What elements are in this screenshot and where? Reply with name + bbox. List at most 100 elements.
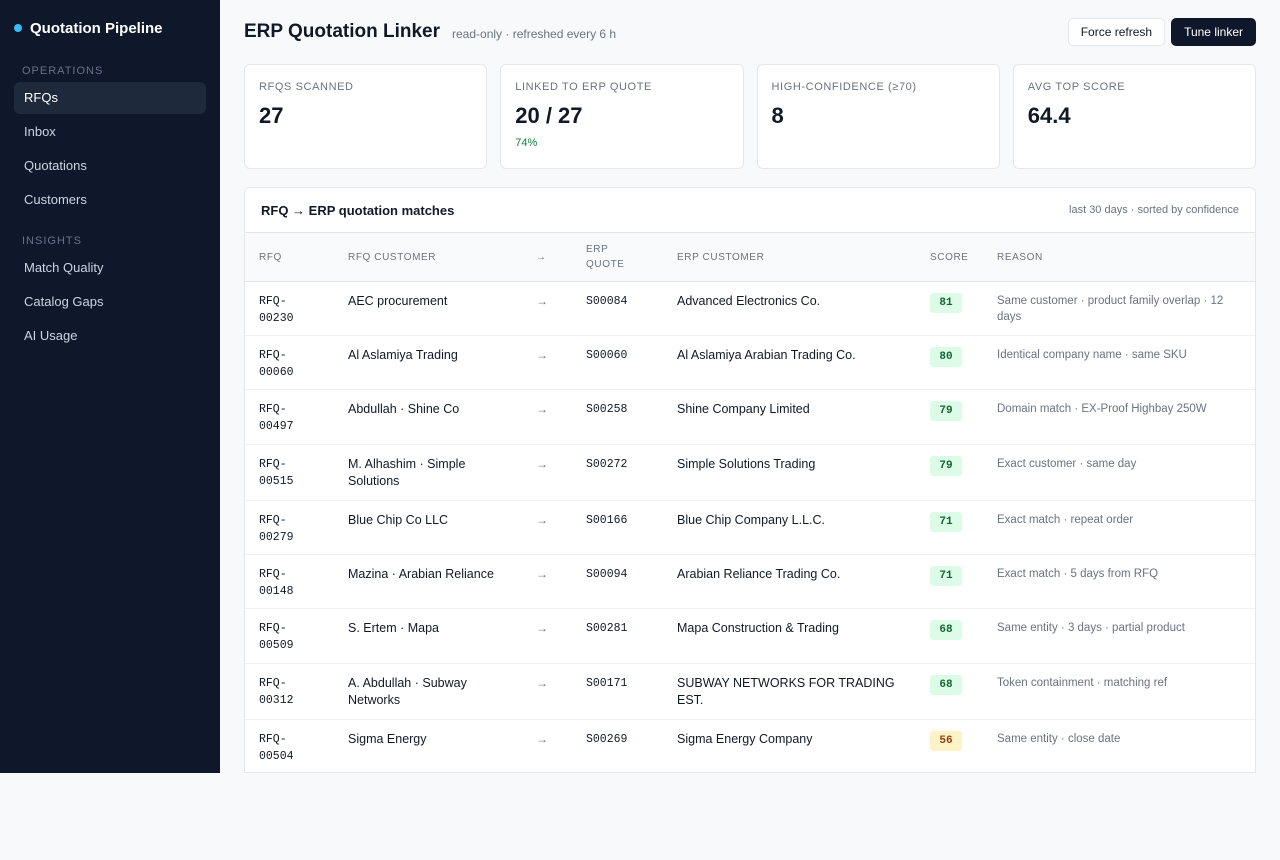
kpi-card-high-confidence: HIGH-CONFIDENCE (≥70) 8 [756,64,1000,169]
cell-rfq-customer: Al Aslamiya Trading [334,335,522,390]
cell-score: 81 [916,281,983,336]
page-header: ERP Quotation Linker read-only · refresh… [244,0,1256,64]
brand-title: Quotation Pipeline [30,19,163,37]
cell-rfq-id: RFQ-00230 [245,281,334,336]
cell-erp-customer: Simple Solutions Trading [663,444,916,501]
cell-erp-quote: S00281 [572,608,663,664]
arrow-icon: → [522,500,572,555]
matches-table: RFQ RFQ CUSTOMER → ERP QUOTE ERP CUSTOME… [245,232,1255,772]
cell-rfq-customer: S. Ertem · Mapa [334,608,522,664]
arrow-icon: → [522,608,572,664]
kpi-note: 74% [515,137,538,149]
cell-reason: Same customer · product family overlap ·… [983,281,1255,336]
panel-meta: last 30 days · sorted by confidence [1069,204,1239,216]
arrow-icon: → [522,335,572,390]
cell-rfq-customer: M. Alhashim · Simple Solutions [334,444,522,501]
cell-erp-customer: Arabian Reliance Trading Co. [663,554,916,609]
table-row[interactable]: RFQ-00148 Mazina · Arabian Reliance → S0009… [245,554,1255,609]
table-row[interactable]: RFQ-00509 S. Ertem · Mapa → S00281 Mapa Cons… [245,608,1255,664]
cell-reason: Identical company name · same SKU [983,335,1255,390]
cell-rfq-customer: Abdullah · Shine Co [334,389,522,445]
arrow-icon: → [522,554,572,609]
sidebar-item-rfqs[interactable]: RFQs [14,82,206,114]
page-subtitle: read-only · refreshed every 6 h [452,26,617,41]
kpi-card-linked: LINKED TO ERP QUOTE 20 / 27 74% [500,64,744,169]
cell-erp-customer: Advanced Electronics Co. [663,281,916,336]
column-header-erp-quote[interactable]: ERP QUOTE [572,232,663,282]
table-body: RFQ-00230 AEC procurement → S00084 Advanced … [245,281,1255,772]
main-content: ERP Quotation Linker read-only · refresh… [244,0,1256,773]
cell-erp-quote: S00166 [572,500,663,555]
cell-score: 79 [916,389,983,445]
cell-reason: Exact match · repeat order [983,500,1255,555]
kpi-card-avg-top-score: AVG TOP SCORE 64.4 [1012,64,1256,169]
cell-erp-customer: Shine Company Limited [663,389,916,445]
cell-erp-quote: S00171 [572,663,663,720]
cell-erp-quote: S00060 [572,335,663,390]
cell-erp-quote: S00094 [572,554,663,609]
panel-header: RFQ → ERP quotation matches last 30 days… [245,188,1255,232]
sidebar-item-inbox[interactable]: Inbox [24,124,56,139]
kpi-value: 8 [771,103,784,128]
page-title: ERP Quotation Linker [244,21,441,42]
sidebar-item-customers[interactable]: Customers [24,192,87,207]
sidebar-item-match-quality[interactable]: Match Quality [24,260,104,275]
panel-title: RFQ → ERP quotation matches [261,202,455,218]
cell-rfq-customer: Blue Chip Co LLC [334,500,522,555]
matches-panel: RFQ → ERP quotation matches last 30 days… [244,187,1256,773]
table-row[interactable]: RFQ-00497 Abdullah · Shine Co → S00258 Shine… [245,389,1255,445]
table-row[interactable]: RFQ-00060 Al Aslamiya Trading → S00060 Al As… [245,335,1255,390]
cell-score: 80 [916,335,983,390]
score-badge: 71 [930,512,962,532]
table-header-row: RFQ RFQ CUSTOMER → ERP QUOTE ERP CUSTOME… [245,232,1255,282]
nav-section-insights: INSIGHTS [22,235,82,247]
sidebar-item-catalog-gaps[interactable]: Catalog Gaps [24,294,104,309]
table-row[interactable]: RFQ-00312 A. Abdullah · Subway Networks → S… [245,663,1255,720]
arrow-icon: → [522,663,572,720]
column-header-rfq-customer[interactable]: RFQ CUSTOMER [334,232,522,282]
arrow-icon: → [522,389,572,445]
cell-erp-customer: SUBWAY NETWORKS FOR TRADING EST. [663,663,916,720]
table-row[interactable]: RFQ-00230 AEC procurement → S00084 Advanced … [245,281,1255,336]
cell-erp-customer: Mapa Construction & Trading [663,608,916,664]
sidebar: Quotation Pipeline OPERATIONS RFQs Inbox… [0,0,220,773]
table-row[interactable]: RFQ-00279 Blue Chip Co LLC → S00166 Blue Chi… [245,500,1255,555]
table-row[interactable]: RFQ-00504 Sigma Energy → S00269 Sigma Energy… [245,719,1255,772]
force-refresh-button[interactable]: Force refresh [1067,18,1166,46]
column-header-erp-customer[interactable]: ERP CUSTOMER [663,232,916,282]
column-header-rfq[interactable]: RFQ [245,232,334,282]
tune-linker-button[interactable]: Tune linker [1171,18,1256,46]
cell-erp-quote: S00269 [572,719,663,772]
score-badge: 80 [930,347,962,367]
kpi-value: 64.4 [1027,103,1071,128]
header-actions: Force refresh Tune linker [1067,18,1256,46]
cell-erp-customer: Blue Chip Company L.L.C. [663,500,916,555]
sidebar-item-ai-usage[interactable]: AI Usage [24,328,78,343]
cell-rfq-customer: Sigma Energy [334,719,522,772]
cell-erp-quote: S00258 [572,389,663,445]
cell-rfq-customer: AEC procurement [334,281,522,336]
cell-reason: Token containment · matching ref [983,663,1255,720]
kpi-value: 27 [259,103,284,128]
score-badge: 81 [930,293,962,313]
score-badge: 79 [930,456,962,476]
cell-reason: Exact customer · same day [983,444,1255,501]
column-header-score[interactable]: SCORE [916,232,983,282]
cell-reason: Same entity · close date [983,719,1255,772]
cell-score: 56 [916,719,983,772]
cell-score: 68 [916,608,983,664]
cell-rfq-id: RFQ-00279 [245,500,334,555]
cell-rfq-id: RFQ-00312 [245,663,334,720]
cell-reason: Same entity · 3 days · partial product [983,608,1255,664]
nav-section-operations: OPERATIONS [22,65,104,77]
cell-erp-customer: Sigma Energy Company [663,719,916,772]
kpi-row: RFQS SCANNED 27 LINKED TO ERP QUOTE 20 /… [244,64,1256,169]
table-row[interactable]: RFQ-00515 M. Alhashim · Simple Solutions →… [245,444,1255,501]
sidebar-item-quotations[interactable]: Quotations [24,158,87,173]
cell-rfq-id: RFQ-00509 [245,608,334,664]
arrow-icon: → [522,444,572,501]
cell-score: 68 [916,663,983,720]
kpi-card-rfqs-scanned: RFQS SCANNED 27 [244,64,488,169]
arrow-icon: → [522,719,572,772]
column-header-reason[interactable]: REASON [983,232,1255,282]
